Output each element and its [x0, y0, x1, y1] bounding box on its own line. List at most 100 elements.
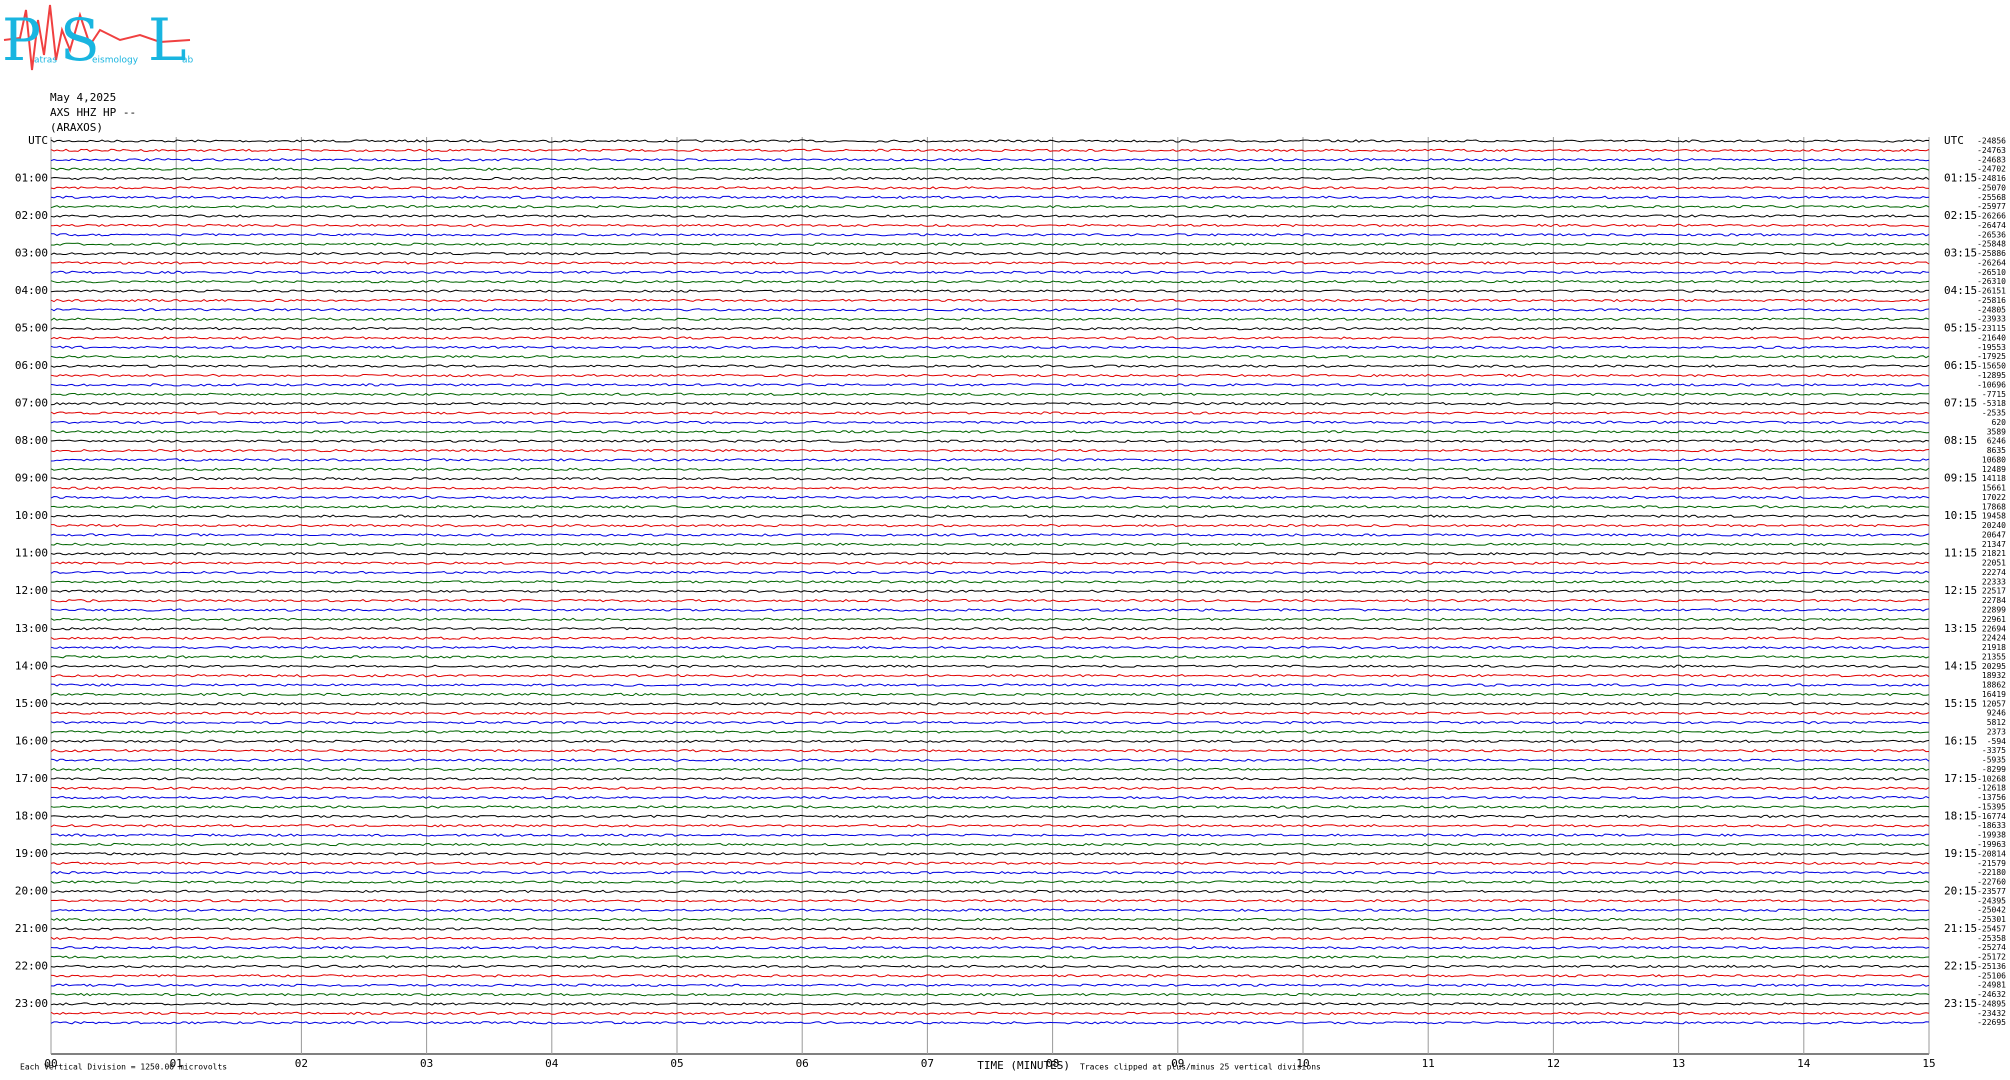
trace: [50, 899, 1930, 903]
offset-label: -10268: [1977, 774, 2006, 783]
offset-label: 21347: [1982, 540, 2006, 549]
trace: [50, 927, 1930, 931]
hour-label: 18:00: [15, 809, 48, 822]
hour-label: 17:00: [15, 772, 48, 785]
offset-label: 22694: [1982, 624, 2006, 633]
trace: [50, 1011, 1930, 1015]
offset-label: -23577: [1977, 887, 2006, 896]
offset-label: -24856: [1977, 137, 2006, 146]
x-tick-label: 04: [545, 1057, 559, 1070]
offset-label: -5318: [1982, 399, 2006, 408]
trace: [50, 139, 1930, 143]
scale-note: Each Vertical Division = 1250.00 microvo…: [20, 1063, 227, 1072]
offset-label: -12895: [1977, 371, 2006, 380]
x-tick-label: 01: [170, 1057, 183, 1070]
x-tick-label: 07: [921, 1057, 934, 1070]
offset-label: -24702: [1977, 165, 2006, 174]
trace: [50, 261, 1930, 265]
hour-label: 13:15: [1944, 622, 1977, 635]
hour-label: 22:15: [1944, 959, 1977, 972]
trace: [50, 598, 1929, 603]
trace: [50, 317, 1930, 321]
offset-label: 20295: [1982, 662, 2006, 671]
place: (ARAXOS): [50, 121, 103, 134]
offset-label: 21355: [1982, 652, 2006, 661]
hour-label: 21:00: [15, 922, 48, 935]
offset-label: 22424: [1982, 634, 2006, 643]
offset-label: -24805: [1977, 305, 2006, 314]
offset-label: 9246: [1987, 709, 2006, 718]
hour-label: 05:00: [15, 322, 48, 335]
offset-label: -19553: [1977, 343, 2006, 352]
offset-label: -17925: [1977, 352, 2006, 361]
trace: [50, 739, 1930, 743]
hour-label: 15:15: [1944, 697, 1977, 710]
offset-label: 16419: [1982, 690, 2006, 699]
trace: [50, 655, 1930, 659]
trace: [50, 214, 1930, 218]
trace: [50, 627, 1930, 631]
x-tick-label: 03: [420, 1057, 433, 1070]
hour-label: 15:00: [15, 697, 48, 710]
trace: [50, 514, 1930, 518]
offset-label: 12057: [1982, 699, 2006, 708]
logo-p: P: [2, 6, 41, 74]
trace: [50, 186, 1930, 190]
hour-label: 06:00: [15, 359, 48, 372]
offset-label: -25070: [1977, 183, 2006, 192]
offset-label: -25358: [1977, 934, 2006, 943]
offset-label: -15395: [1977, 802, 2006, 811]
offset-label: -26151: [1977, 287, 2006, 296]
trace: [50, 974, 1930, 978]
trace: [50, 223, 1930, 228]
trace: [50, 1002, 1930, 1006]
offset-label: 22961: [1982, 615, 2006, 624]
logo: P atras S eismology L ab: [2, 4, 194, 74]
offset-label: -8299: [1982, 765, 2006, 774]
hour-label: UTC: [28, 134, 48, 147]
trace: [50, 505, 1930, 509]
trace: [50, 889, 1929, 894]
trace: [50, 205, 1930, 209]
hour-label: 09:00: [15, 472, 48, 485]
offset-label: -24632: [1977, 990, 2006, 999]
trace: [50, 824, 1930, 828]
trace: [50, 870, 1930, 875]
offset-label: 22274: [1982, 568, 2006, 577]
hour-label: 20:00: [15, 884, 48, 897]
offset-label: 2373: [1987, 727, 2006, 736]
logo-text: ab: [182, 56, 194, 66]
offset-label: -16774: [1977, 812, 2006, 821]
offset-label: -26266: [1977, 212, 2006, 221]
offset-label: 3589: [1987, 427, 2006, 436]
trace: [50, 448, 1930, 453]
offset-label: -19938: [1977, 831, 2006, 840]
offset-label: -25274: [1977, 943, 2006, 952]
trace: [50, 383, 1930, 387]
trace: [50, 955, 1930, 959]
trace: [50, 167, 1930, 171]
offset-label: 15661: [1982, 484, 2006, 493]
offset-label: -13756: [1977, 793, 2006, 802]
hour-label: 13:00: [15, 622, 48, 635]
offset-label: -22695: [1977, 1018, 2006, 1027]
offset-label: 20240: [1982, 521, 2006, 530]
logo-text: atras: [34, 56, 57, 66]
hour-label: 20:15: [1944, 884, 1977, 897]
trace: [51, 523, 1930, 528]
trace: [50, 355, 1930, 359]
offset-label: -23933: [1977, 315, 2006, 324]
hour-label: 07:00: [15, 397, 48, 410]
hour-label: 14:00: [15, 659, 48, 672]
trace: [50, 880, 1930, 884]
clip-note: Traces clipped at plus/minus 25 vertical…: [1080, 1063, 1321, 1072]
offset-label: 17022: [1982, 493, 2006, 502]
offset-label: -23115: [1977, 324, 2006, 333]
trace: [50, 758, 1930, 762]
trace: [50, 467, 1930, 471]
hour-label: 05:15: [1944, 322, 1977, 335]
trace: [50, 195, 1930, 199]
trace: [50, 983, 1930, 987]
trace: [50, 702, 1930, 706]
